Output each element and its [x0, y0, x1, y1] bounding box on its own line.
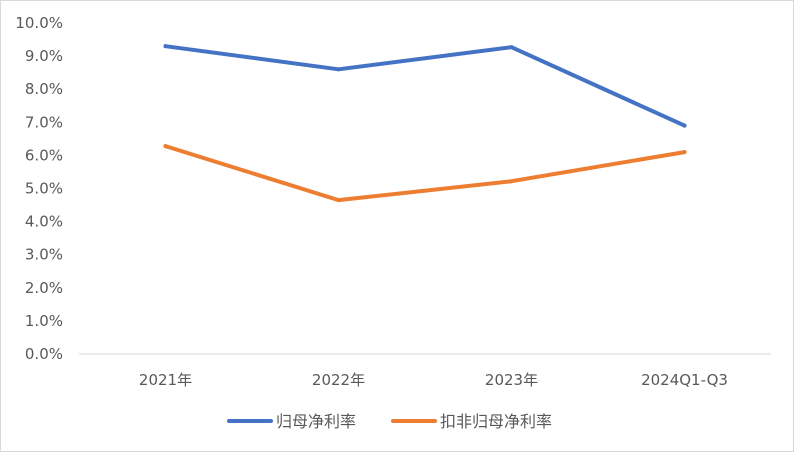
data-point — [682, 150, 687, 155]
y-tick-label: 3.0% — [25, 246, 63, 264]
y-tick-label: 6.0% — [25, 146, 63, 164]
series-line-1 — [163, 44, 687, 128]
x-tick-label: 2021年 — [139, 371, 192, 389]
y-tick-label: 10.0% — [15, 14, 63, 32]
x-tick-label: 2023年 — [485, 371, 538, 389]
series-lines — [163, 44, 687, 203]
data-point — [336, 198, 341, 203]
y-tick-label: 9.0% — [25, 47, 63, 65]
y-tick-label: 2.0% — [25, 279, 63, 297]
legend-label-2: 扣非归母净利率 — [440, 412, 552, 431]
x-axis-labels: 2021年 2022年 2023年 2024Q1-Q3 — [139, 371, 728, 389]
y-tick-label: 8.0% — [25, 80, 63, 98]
legend: 归母净利率 扣非归母净利率 — [227, 412, 552, 431]
data-point — [163, 144, 168, 149]
data-point — [509, 45, 514, 50]
y-tick-label: 7.0% — [25, 113, 63, 131]
y-tick-label: 5.0% — [25, 180, 63, 198]
data-point — [163, 44, 168, 49]
x-tick-label: 2024Q1-Q3 — [641, 371, 728, 389]
data-point — [509, 179, 514, 184]
legend-label-1: 归母净利率 — [276, 412, 356, 431]
y-tick-label: 4.0% — [25, 213, 63, 231]
data-point — [682, 123, 687, 128]
y-axis-labels: 0.0% 1.0% 2.0% 3.0% 4.0% 5.0% 6.0% 7.0% 8.0% 9.0%… — [15, 14, 63, 363]
x-tick-label: 2022年 — [312, 371, 365, 389]
y-tick-label: 0.0% — [25, 345, 63, 363]
y-tick-label: 1.0% — [25, 312, 63, 330]
data-point — [336, 67, 341, 72]
series-line-2 — [163, 144, 687, 203]
